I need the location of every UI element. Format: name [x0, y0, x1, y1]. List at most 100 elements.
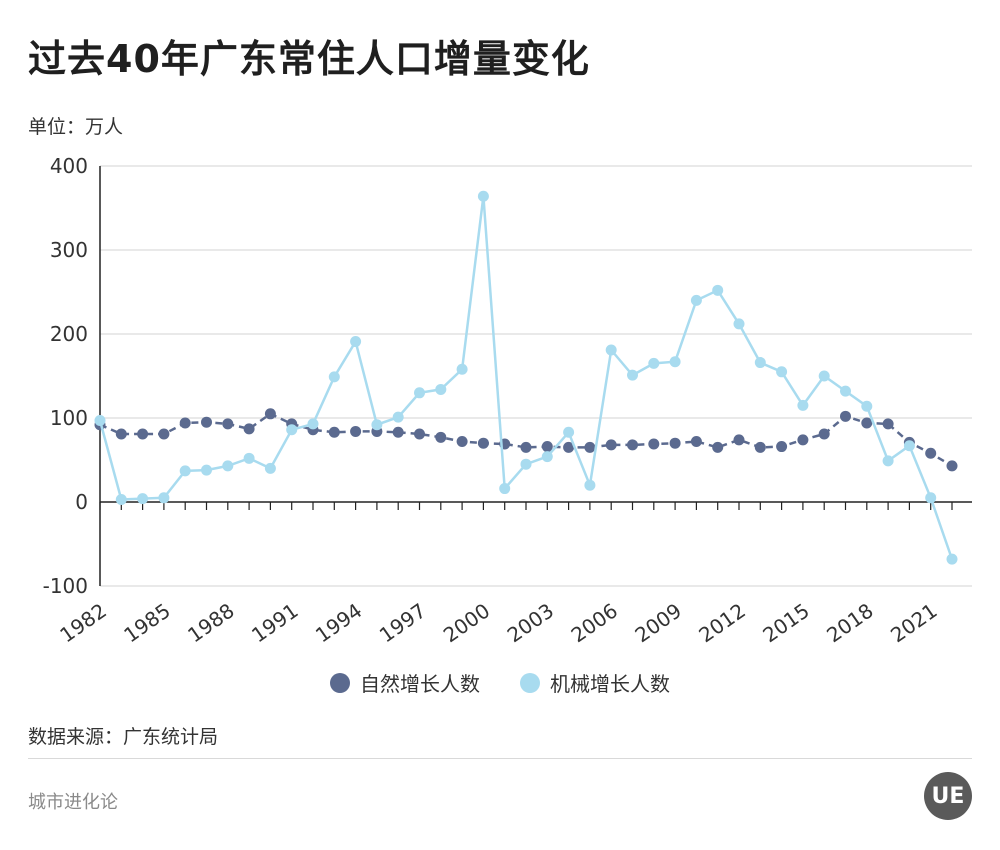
data-point-migration: [307, 418, 319, 430]
data-point-migration: [818, 370, 830, 382]
data-point-migration: [776, 366, 788, 378]
data-point-natural: [115, 428, 127, 440]
legend-item-natural: 自然增长人数: [330, 668, 480, 697]
brand-logo: UE: [924, 772, 972, 820]
data-point-natural: [158, 428, 170, 440]
data-point-natural: [925, 447, 937, 459]
data-point-natural: [179, 417, 191, 429]
x-tick-label: 2018: [822, 598, 877, 647]
x-tick-label: 2006: [567, 598, 622, 647]
data-point-natural: [435, 431, 447, 443]
data-point-migration: [392, 411, 404, 423]
x-tick-label: 1988: [183, 598, 238, 647]
chart-title: 过去40年广东常住人口增量变化: [28, 37, 590, 81]
data-point-migration: [754, 357, 766, 369]
data-point-natural: [477, 437, 489, 449]
data-point-migration: [222, 460, 234, 472]
data-point-natural: [563, 441, 575, 453]
data-point-natural: [201, 416, 212, 428]
data-point-natural: [882, 418, 894, 430]
x-tick-label: 2021: [886, 598, 941, 647]
data-point-natural: [264, 408, 276, 420]
x-tick-label: 2015: [758, 598, 813, 647]
data-point-natural: [456, 436, 468, 448]
data-point-migration: [520, 458, 532, 470]
data-point-migration: [137, 493, 149, 505]
y-tick-label: 0: [75, 490, 88, 514]
data-point-migration: [264, 462, 276, 474]
data-point-migration: [861, 400, 873, 412]
data-point-migration: [712, 284, 724, 296]
data-point-migration: [371, 419, 383, 431]
data-point-natural: [392, 426, 404, 438]
legend-item-migration: 机械增长人数: [520, 668, 670, 697]
legend-dot-natural: [330, 672, 350, 693]
x-tick-label: 2000: [439, 598, 494, 647]
data-point-natural: [605, 439, 617, 451]
data-point-natural: [414, 428, 425, 440]
data-point-migration: [456, 363, 468, 375]
data-source: 数据来源：广东统计局: [28, 726, 219, 748]
y-tick-label: 400: [50, 154, 88, 178]
data-point-migration: [414, 387, 425, 399]
data-point-migration: [158, 492, 170, 504]
unit-label: 单位：万人: [28, 116, 124, 138]
legend-label-natural: 自然增长人数: [360, 672, 480, 696]
x-tick-label: 2012: [694, 598, 749, 647]
data-point-natural: [222, 418, 234, 430]
data-point-migration: [882, 455, 894, 467]
y-tick-label: -100: [43, 574, 88, 598]
data-point-migration: [435, 383, 447, 395]
x-tick-label: 1982: [55, 598, 110, 647]
data-point-natural: [840, 410, 851, 422]
data-point-migration: [797, 399, 809, 411]
data-point-natural: [648, 438, 660, 450]
legend: 自然增长人数 机械增长人数: [0, 668, 1000, 697]
data-point-migration: [94, 415, 106, 427]
data-point-migration: [350, 336, 362, 348]
data-point-migration: [115, 493, 127, 505]
data-point-migration: [605, 344, 617, 356]
data-point-migration: [627, 369, 638, 381]
divider: [28, 758, 972, 759]
data-point-natural: [669, 437, 681, 449]
data-point-migration: [840, 385, 851, 397]
data-point-migration: [286, 424, 298, 436]
y-tick-label: 300: [50, 238, 88, 262]
data-point-natural: [328, 426, 340, 438]
legend-label-migration: 机械增长人数: [550, 672, 670, 696]
data-point-migration: [946, 553, 958, 565]
data-point-natural: [690, 436, 702, 448]
x-tick-label: 1991: [247, 598, 302, 647]
x-tick-label: 1994: [311, 598, 366, 647]
data-point-migration: [499, 483, 511, 495]
data-point-natural: [861, 417, 873, 429]
data-point-migration: [541, 451, 553, 463]
data-point-natural: [584, 441, 596, 453]
data-point-migration: [733, 318, 745, 330]
data-point-natural: [818, 428, 830, 440]
x-tick-label: 1997: [375, 598, 430, 647]
data-point-natural: [797, 434, 809, 446]
data-point-migration: [648, 357, 660, 369]
data-point-natural: [776, 441, 788, 453]
y-tick-label: 200: [50, 322, 88, 346]
data-point-migration: [243, 452, 255, 464]
y-tick-label: 100: [50, 406, 88, 430]
data-point-natural: [350, 425, 362, 437]
data-point-migration: [925, 492, 937, 504]
data-point-natural: [520, 441, 532, 453]
data-point-migration: [563, 426, 575, 438]
brand-name: 城市进化论: [28, 792, 118, 813]
data-point-migration: [903, 440, 915, 452]
data-point-natural: [733, 434, 745, 446]
data-point-migration: [584, 479, 596, 491]
x-tick-label: 1985: [119, 598, 174, 647]
legend-dot-migration: [520, 672, 540, 693]
data-point-migration: [690, 294, 702, 306]
series-line-natural: [99, 412, 953, 467]
data-point-migration: [179, 465, 191, 477]
x-tick-label: 2009: [631, 598, 686, 647]
data-point-natural: [754, 441, 766, 453]
data-point-natural: [243, 423, 255, 435]
